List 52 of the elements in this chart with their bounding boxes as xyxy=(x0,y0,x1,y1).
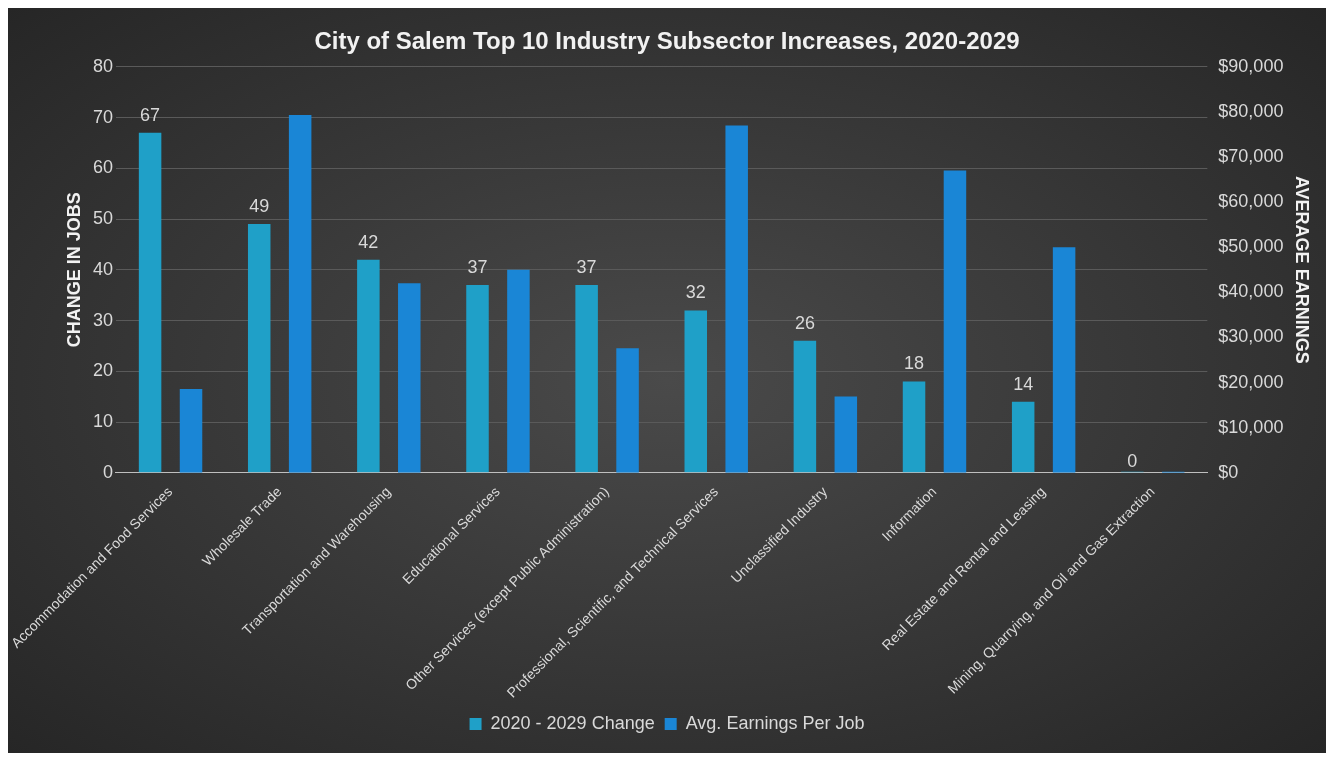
y-tick-label: 30 xyxy=(92,309,113,330)
bar xyxy=(902,381,926,473)
data-label: 37 xyxy=(467,256,488,277)
y2-tick-label: $90,000 xyxy=(1218,55,1284,76)
data-label: 37 xyxy=(576,256,597,277)
data-label: 18 xyxy=(904,353,925,374)
bar xyxy=(684,310,708,473)
legend-label: Avg. Earnings Per Job xyxy=(685,712,865,733)
y-tick-label: 80 xyxy=(92,55,113,76)
y-tick-label: 50 xyxy=(92,208,113,229)
data-label: 49 xyxy=(249,196,270,217)
y2-tick-label: $0 xyxy=(1218,461,1239,482)
bar xyxy=(1052,247,1076,473)
bar xyxy=(466,285,489,473)
bar xyxy=(398,283,421,473)
y2-tick-label: $70,000 xyxy=(1218,145,1284,166)
y2-tick-label: $50,000 xyxy=(1218,236,1284,257)
y-tick-label: 0 xyxy=(102,461,113,482)
y-tick-label: 20 xyxy=(92,360,113,381)
legend-label: 2020 - 2029 Change xyxy=(490,712,655,733)
data-label: 26 xyxy=(794,312,815,333)
bar xyxy=(179,388,203,473)
bar xyxy=(288,115,312,473)
bar xyxy=(575,285,598,473)
bar xyxy=(1011,401,1035,473)
y-tick-label: 60 xyxy=(92,157,113,178)
data-label: 42 xyxy=(358,231,379,252)
y-axis-title: CHANGE IN JOBS xyxy=(64,192,85,348)
data-label: 14 xyxy=(1013,373,1034,394)
y2-axis-title: AVERAGE EARNINGS xyxy=(1292,175,1313,364)
bar xyxy=(834,396,858,473)
bar xyxy=(725,125,748,473)
data-label: 0 xyxy=(1127,450,1138,471)
y2-tick-label: $10,000 xyxy=(1218,416,1284,437)
bar xyxy=(357,259,380,473)
y-tick-label: 70 xyxy=(92,106,113,127)
bar xyxy=(943,170,967,473)
y2-tick-label: $40,000 xyxy=(1218,281,1284,302)
y2-tick-label: $30,000 xyxy=(1218,326,1284,347)
data-label: 67 xyxy=(140,104,161,125)
bar xyxy=(138,132,162,473)
y-tick-label: 40 xyxy=(92,258,113,279)
y-tick-label: 10 xyxy=(92,411,113,431)
chart-title: City of Salem Top 10 Industry Subsector Increases, 2020-2029 xyxy=(314,27,1020,55)
bar xyxy=(247,224,271,473)
bar xyxy=(507,269,530,473)
data-label: 32 xyxy=(685,282,706,303)
bar xyxy=(616,348,639,473)
bar xyxy=(793,340,817,473)
y2-tick-label: $80,000 xyxy=(1218,100,1284,121)
y2-tick-label: $60,000 xyxy=(1218,191,1284,212)
y2-tick-label: $20,000 xyxy=(1218,371,1284,392)
